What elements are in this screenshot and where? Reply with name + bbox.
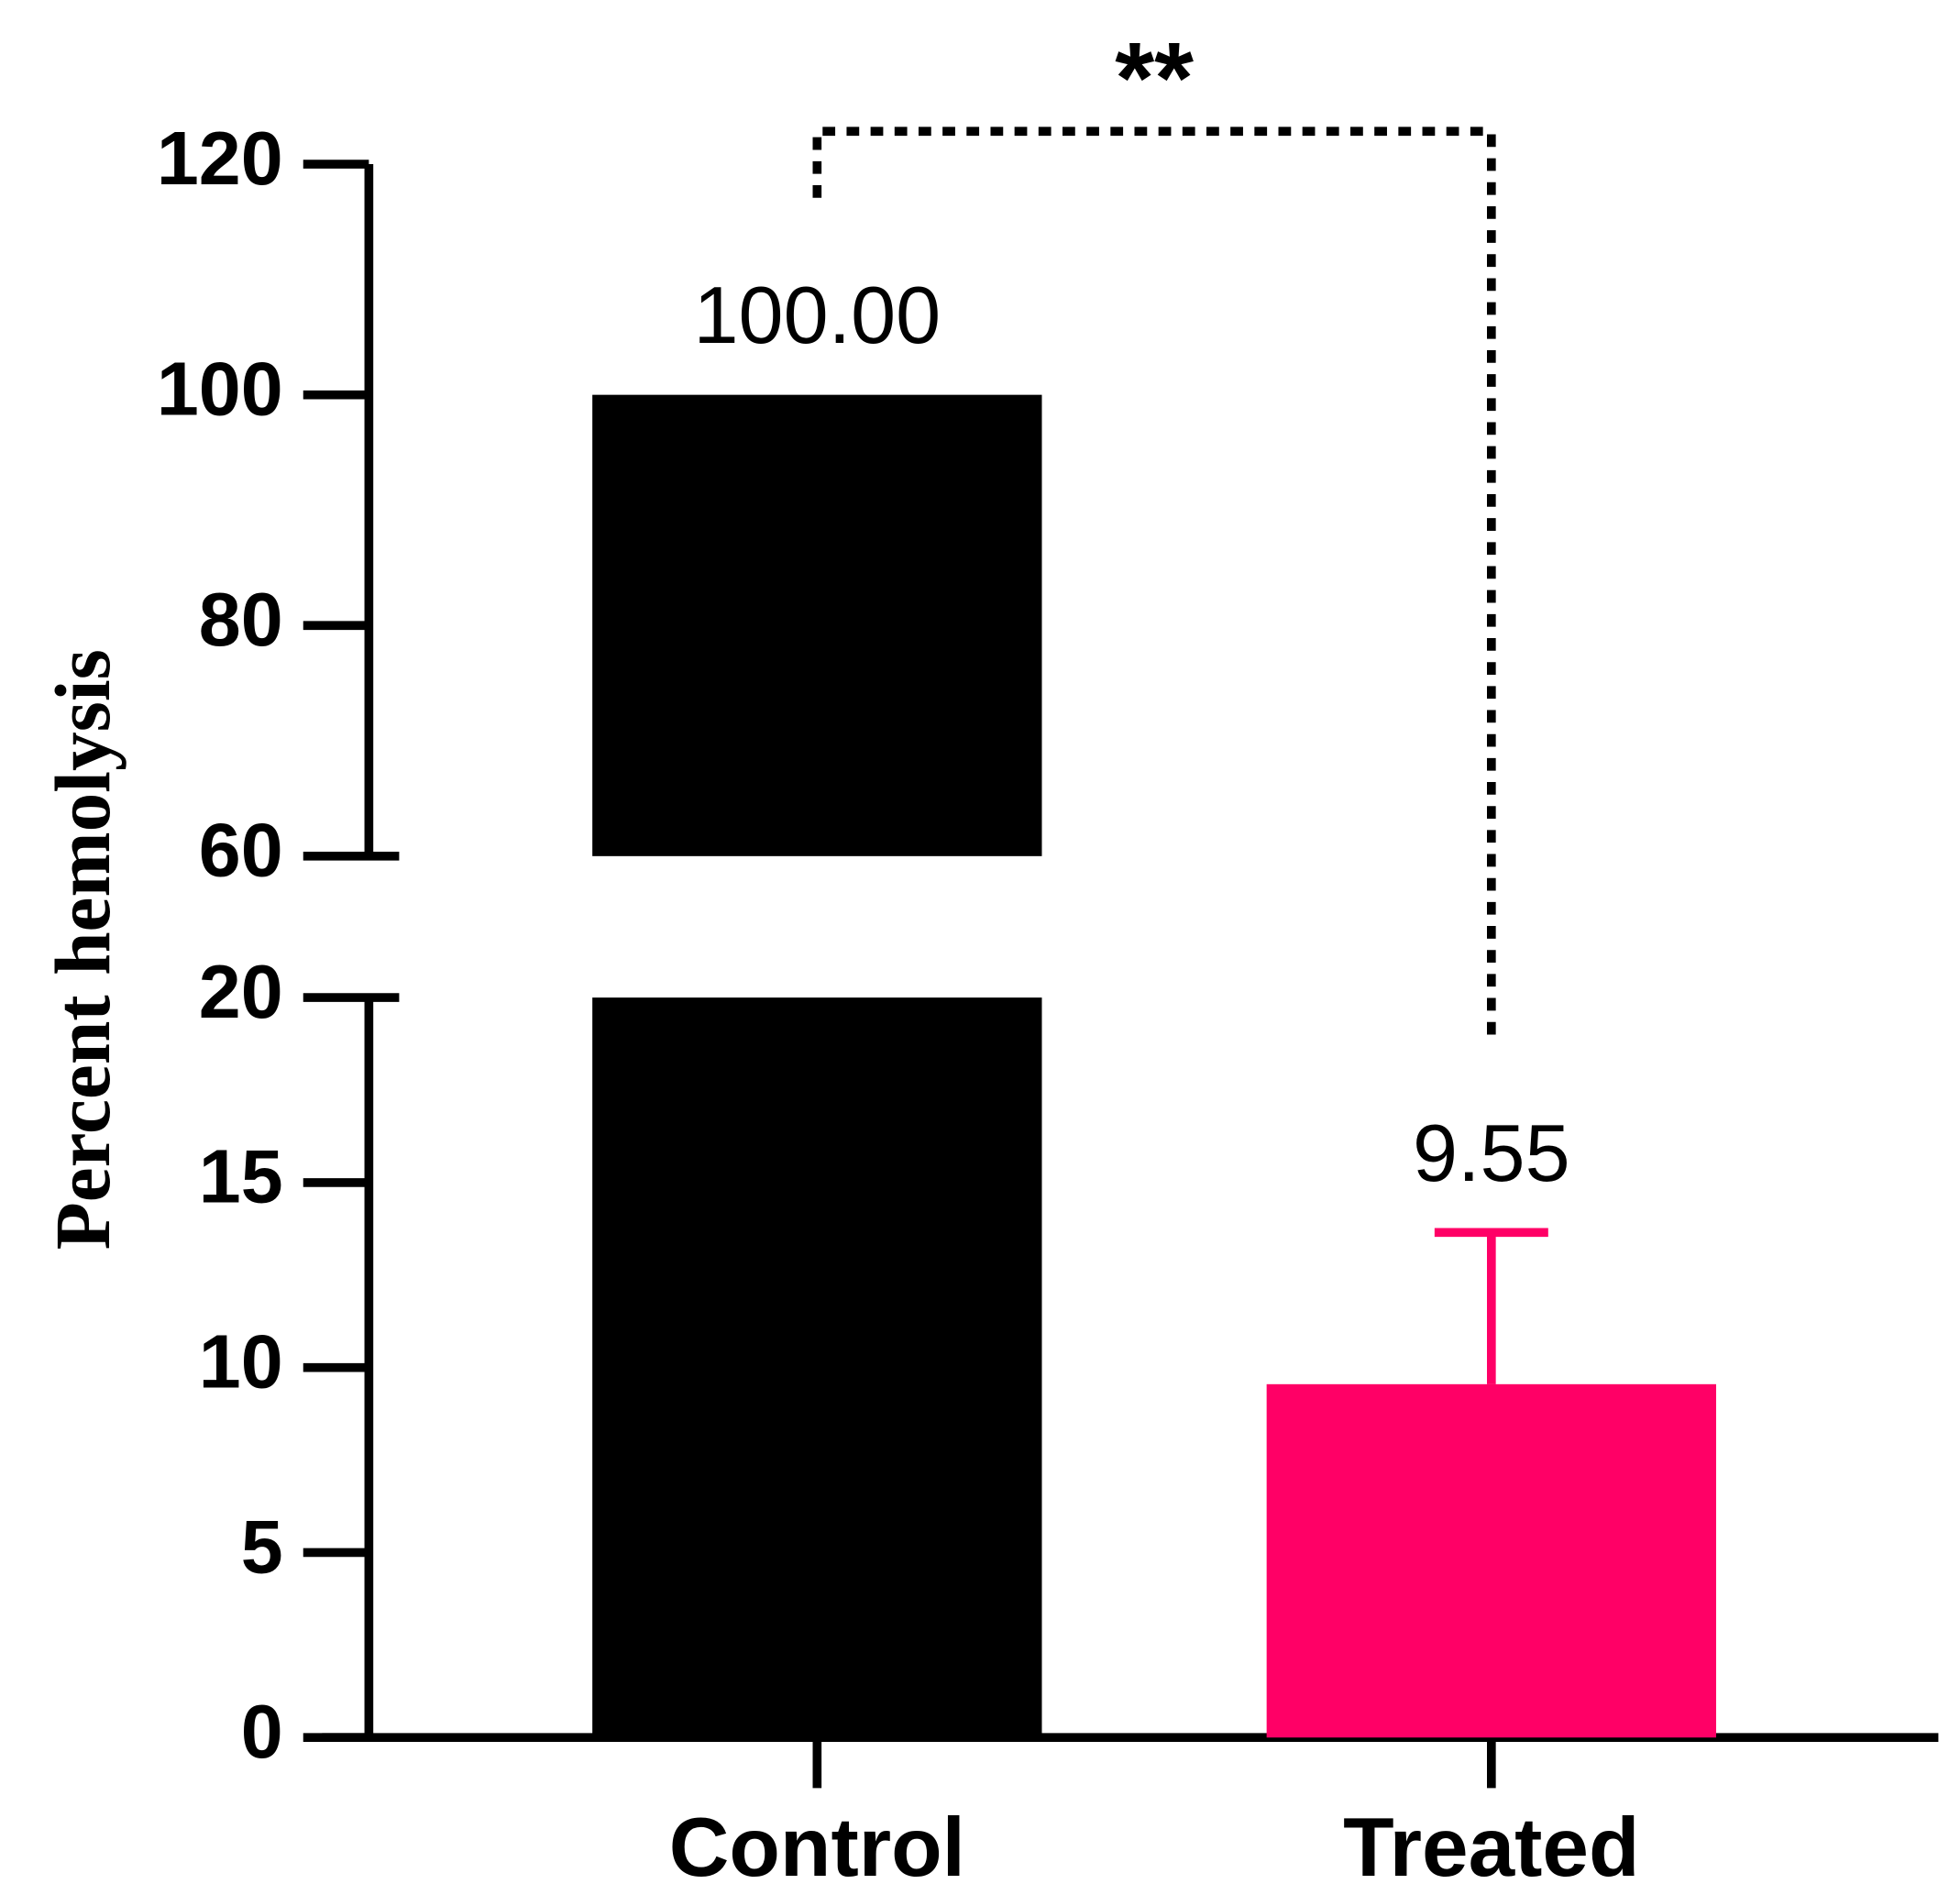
bar (592, 394, 1042, 856)
y-tick-label: 100 (157, 346, 283, 431)
y-tick-label: 0 (241, 1689, 283, 1774)
significance-label: ** (1115, 22, 1194, 135)
y-tick-label: 120 (157, 116, 283, 201)
x-tick-label: Treated (1343, 1801, 1639, 1884)
value-label: 100.00 (694, 270, 941, 360)
y-axis-label: Percent hemolysis (40, 649, 127, 1250)
x-tick-label: Control (669, 1801, 965, 1884)
value-label: 9.55 (1413, 1107, 1570, 1198)
y-tick-label: 10 (199, 1318, 283, 1404)
bar (1266, 1383, 1716, 1738)
y-tick-label: 5 (241, 1504, 283, 1589)
y-tick-label: 60 (199, 808, 283, 893)
y-tick-label: 20 (199, 949, 283, 1034)
bar (592, 997, 1042, 1738)
significance-bracket (812, 127, 1496, 1036)
y-tick-label: 15 (199, 1134, 283, 1219)
y-tick-label: 80 (199, 577, 283, 662)
